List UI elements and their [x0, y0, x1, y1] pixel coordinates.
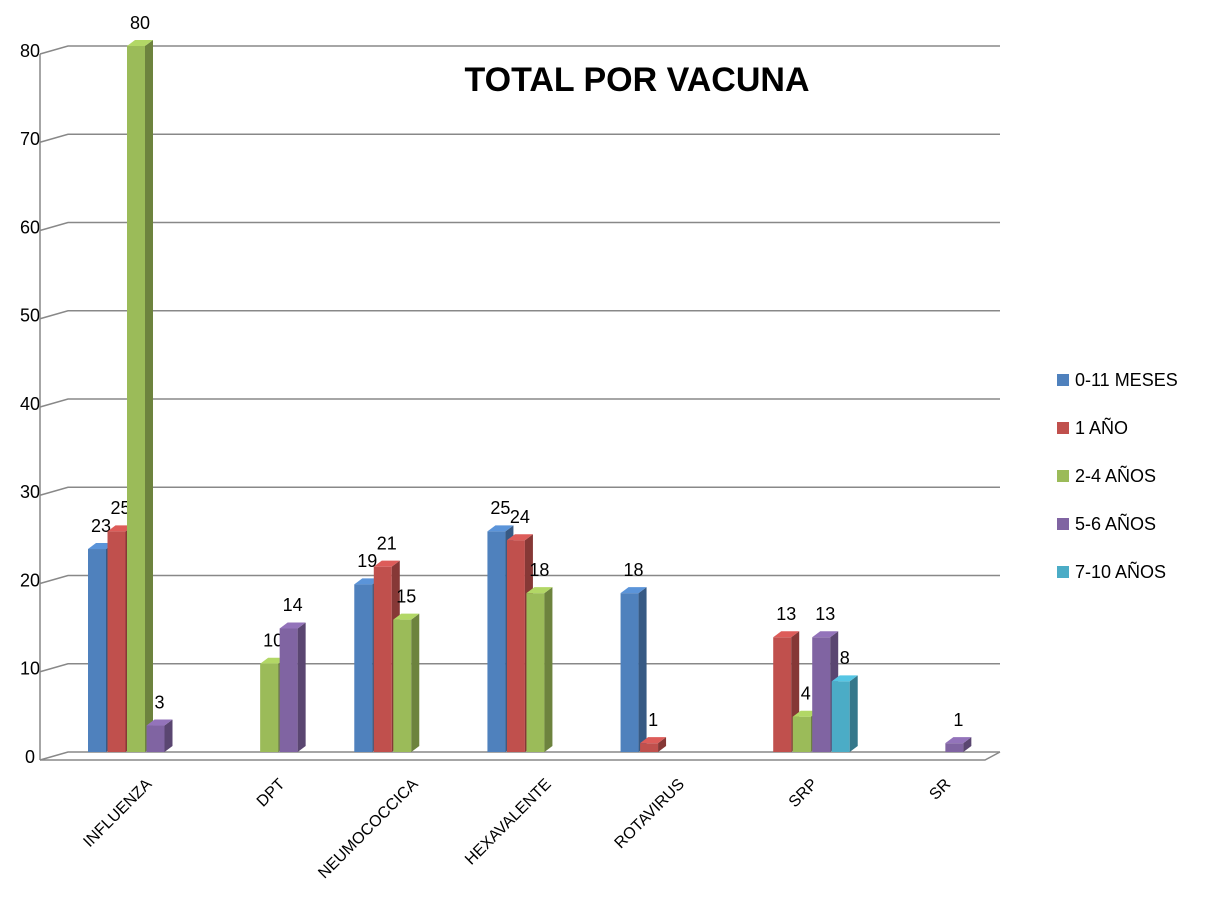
legend-label: 0-11 MESES — [1075, 370, 1178, 390]
chart-title: TOTAL POR VACUNA — [464, 61, 809, 99]
bar-front — [108, 531, 126, 752]
bar-side — [298, 622, 306, 752]
y-tick-label: 60 — [20, 217, 40, 237]
data-label: 13 — [815, 604, 835, 624]
bar-front — [374, 567, 392, 752]
bar-front — [640, 743, 658, 752]
bar-front — [526, 593, 544, 752]
bar — [127, 40, 153, 752]
y-tick-label: 40 — [20, 394, 40, 414]
x-tick-label: ROTAVIRUS — [612, 776, 688, 852]
y-tick-label: 20 — [20, 570, 40, 590]
bar-side — [145, 40, 153, 752]
bar-front — [147, 726, 165, 752]
data-label: 80 — [130, 13, 150, 33]
data-label: 8 — [840, 648, 850, 668]
data-label: 1 — [648, 710, 658, 730]
legend-swatch — [1057, 470, 1069, 482]
data-label: 24 — [510, 507, 530, 527]
bar-front — [487, 531, 505, 752]
y-tick-label: 70 — [20, 129, 40, 149]
y-tick-label: 80 — [20, 41, 40, 61]
legend-swatch — [1057, 518, 1069, 530]
bar-front — [88, 549, 106, 752]
bar-front — [812, 637, 830, 752]
y-tick-label: 30 — [20, 482, 40, 502]
bar-front — [945, 743, 963, 752]
legend-swatch — [1057, 566, 1069, 578]
bar-front — [393, 620, 411, 752]
legend-label: 1 AÑO — [1075, 417, 1128, 438]
x-tick-label: DPT — [254, 776, 289, 811]
data-label: 25 — [490, 498, 510, 518]
bar-front — [507, 540, 525, 752]
bar-front — [832, 681, 850, 752]
bar-front — [793, 717, 811, 752]
data-label: 14 — [283, 595, 303, 615]
legend-swatch — [1057, 422, 1069, 434]
x-tick-label: SR — [926, 776, 954, 804]
data-label: 13 — [776, 604, 796, 624]
data-label: 18 — [624, 560, 644, 580]
x-tick-label: INFLUENZA — [80, 776, 155, 851]
data-label: 18 — [529, 560, 549, 580]
data-label: 1 — [953, 710, 963, 730]
chart: TOTAL POR VACUNA 0 10 20 30 40 50 60 70 80 INFLUE… — [0, 0, 1209, 919]
bar — [945, 737, 971, 752]
bar — [621, 587, 647, 752]
grid-line — [40, 399, 1000, 407]
bar-front — [621, 593, 639, 752]
bar-front — [260, 664, 278, 752]
bar — [832, 675, 858, 752]
data-label: 15 — [396, 586, 416, 606]
legend-swatch — [1057, 374, 1069, 386]
data-label: 21 — [377, 533, 397, 553]
y-tick-label: 0 — [25, 747, 35, 767]
grid-line — [40, 46, 1000, 54]
bar-side — [411, 614, 419, 752]
y-tick-label: 10 — [20, 659, 40, 679]
grid-line — [40, 311, 1000, 319]
x-tick-label: HEXAVALENTE — [462, 776, 555, 869]
legend-label: 2-4 AÑOS — [1075, 465, 1156, 486]
grid-line — [40, 752, 1000, 760]
bar-front — [127, 46, 145, 752]
bar-side — [544, 587, 552, 752]
data-label: 4 — [801, 683, 811, 703]
grid-line — [40, 487, 1000, 495]
bar — [393, 614, 419, 752]
floor-line — [40, 752, 1000, 760]
bar — [280, 622, 306, 752]
bar-front — [354, 584, 372, 752]
bar-front — [280, 628, 298, 752]
data-label: 3 — [154, 692, 164, 712]
bar — [147, 720, 173, 752]
bar — [526, 587, 552, 752]
y-tick-label: 50 — [20, 306, 40, 326]
legend-label: 7-10 AÑOS — [1075, 561, 1166, 582]
bar-side — [850, 675, 858, 752]
bar-side — [639, 587, 647, 752]
x-tick-label: NEUMOCOCCICA — [315, 776, 422, 883]
grid-line — [40, 134, 1000, 142]
bar-front — [773, 637, 791, 752]
grid-line — [40, 223, 1000, 231]
x-tick-label: SRP — [786, 776, 821, 811]
legend-label: 5-6 AÑOS — [1075, 513, 1156, 534]
